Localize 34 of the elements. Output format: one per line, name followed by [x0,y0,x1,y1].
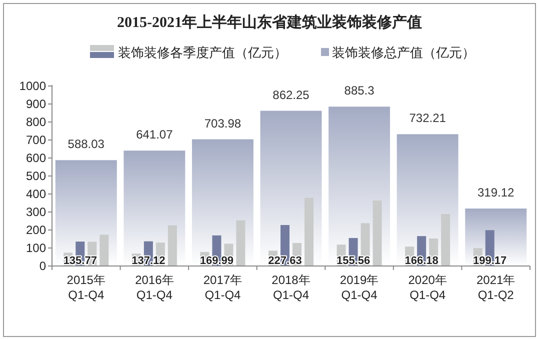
data-label: 641.07 [136,128,174,142]
y-tick-label: 500 [26,169,46,183]
legend-label: 装饰装修总产值（亿元） [332,45,475,60]
data-label: 732.21 [409,111,446,126]
y-tick-label: 600 [26,151,46,165]
x-tick-label: 2015年 Q1-Q4 [66,273,106,302]
x-tick-label: 2016年 Q1-Q4 [135,273,174,302]
y-tick-label: 300 [26,205,46,219]
bar [168,225,177,266]
data-label: 703.98 [204,116,242,130]
x-tick-label: 2021年 Q1-Q2 [476,273,516,302]
x-tick-label: 2018年 Q1-Q4 [272,273,310,302]
data-label: 862.25 [272,88,310,102]
y-tick-label: 200 [26,223,46,237]
bar [304,198,314,266]
x-tick-label: 2020年 Q1-Q4 [408,273,447,302]
bar [236,220,246,266]
bar [372,200,382,266]
y-tick-label: 400 [26,187,46,201]
legend-label: 装饰装修各季度产值（亿元） [118,45,287,60]
y-tick-label: 900 [26,97,46,111]
bar [100,234,109,266]
y-tick-label: 700 [26,133,46,147]
data-label: 885.3 [344,84,375,98]
x-tick-label: 2019年 Q1-Q4 [340,273,379,302]
chart-title: 2015-2021年上半年山东省建筑业装饰装修产值 [117,13,422,31]
data-label: 319.12 [478,186,515,200]
y-tick-label: 100 [26,241,46,255]
y-tick-label: 800 [26,115,46,129]
y-tick-label: 1000 [19,79,46,93]
y-tick-label: 0 [39,259,46,273]
bar [441,214,450,266]
x-tick-label: 2017年 Q1-Q4 [203,273,242,302]
data-label: 588.03 [68,137,105,152]
